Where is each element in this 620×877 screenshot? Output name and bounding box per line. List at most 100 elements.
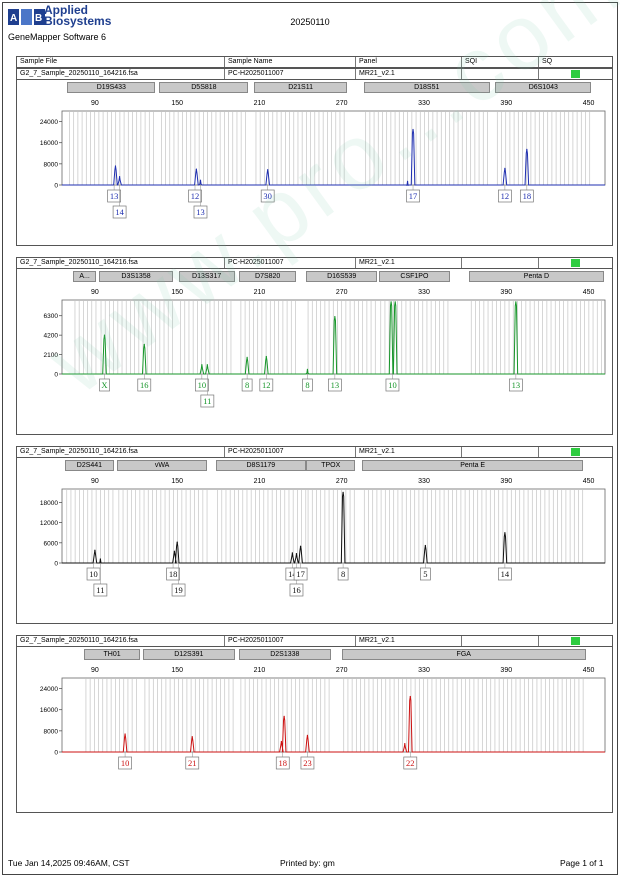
locus-marker[interactable]: CSF1PO [378, 271, 451, 282]
peak-apex [390, 301, 392, 303]
y-tick-label: 6300 [44, 313, 59, 320]
peak-apex [409, 695, 411, 698]
allele-call[interactable]: 23 [303, 758, 312, 768]
locus-marker[interactable]: D5S818 [159, 82, 249, 93]
brand-name: Applied Biosystems [44, 3, 111, 27]
allele-call[interactable]: 17 [296, 569, 305, 579]
sample-name: PC-H2025011007 [228, 637, 284, 644]
footer-printed-by: Printed by: gm [280, 858, 335, 868]
allele-label-box [166, 567, 180, 581]
allele-call[interactable]: 13 [110, 191, 119, 201]
allele-call[interactable]: 11 [203, 396, 211, 406]
allele-call[interactable]: 19 [174, 585, 183, 595]
locus-marker[interactable]: D3S1358 [99, 271, 174, 282]
allele-call[interactable]: 14 [501, 569, 510, 579]
locus-marker[interactable]: D13S317 [178, 271, 235, 282]
locus-marker[interactable]: Penta D [469, 271, 604, 282]
allele-call[interactable]: 18 [523, 191, 532, 201]
locus-marker[interactable]: FGA [341, 649, 586, 660]
peak-apex [124, 733, 126, 735]
peak-apex [291, 552, 293, 554]
sample-name: PC-H2025011007 [228, 448, 284, 455]
electropherogram-plot: 90 150 210 270 330 390 450 24000 16000 8000 0 13 14 1… [40, 100, 606, 219]
brand-line-1: Applied [44, 3, 88, 17]
allele-call[interactable]: 11 [96, 585, 104, 595]
locus-bar-row: D19S433 D5S818 D21S11 D18S51 D6S1043 [17, 82, 612, 94]
allele-call[interactable]: 13 [196, 207, 205, 217]
peak-apex [118, 175, 121, 178]
locus-marker[interactable]: D16S539 [306, 271, 378, 282]
allele-label-box [185, 756, 200, 770]
y-tick-label: 12000 [40, 520, 58, 527]
allele-call[interactable]: 30 [263, 191, 272, 201]
locus-marker[interactable]: D19S433 [67, 82, 156, 93]
peak-apex [342, 491, 344, 493]
allele-call[interactable]: 8 [305, 380, 309, 390]
peak-apex [99, 558, 101, 560]
allele-call[interactable]: 12 [262, 380, 271, 390]
panel-name: MR21_v2.1 [359, 259, 395, 266]
allele-call[interactable]: 5 [423, 569, 427, 579]
allele-call[interactable]: 12 [191, 191, 200, 201]
locus-marker[interactable]: D18S51 [363, 82, 490, 93]
allele-label-box [498, 567, 512, 581]
locus-marker[interactable]: TH01 [83, 649, 141, 660]
allele-call[interactable]: 13 [331, 380, 340, 390]
allele-call[interactable]: 10 [388, 380, 397, 390]
allele-call[interactable]: 16 [140, 380, 149, 390]
svg-text:B: B [35, 13, 42, 24]
x-tick-label: 210 [254, 667, 266, 674]
allele-call[interactable]: 21 [188, 758, 197, 768]
x-tick-label: 330 [418, 667, 430, 674]
locus-marker[interactable]: D8S1179 [215, 460, 307, 471]
allele-call[interactable]: 13 [512, 380, 521, 390]
panel-name: MR21_v2.1 [359, 637, 395, 644]
locus-marker[interactable]: vWA [116, 460, 208, 471]
electropherogram-plot: 90 150 210 270 330 390 450 24000 16000 8000 0 10 21 1… [40, 667, 606, 770]
allele-call[interactable]: 16 [292, 585, 301, 595]
allele-call[interactable]: 8 [341, 569, 345, 579]
allele-label-box [498, 189, 512, 203]
electropherogram-plot: 90 150 210 270 330 390 450 18000 12000 6000 0 10 11 1… [40, 478, 606, 597]
peak-apex [406, 180, 409, 182]
y-tick-label: 0 [54, 372, 58, 379]
locus-marker[interactable]: Penta E [362, 460, 584, 471]
allele-label-box [337, 567, 349, 581]
peak-apex [103, 334, 106, 336]
x-tick-label: 330 [418, 289, 430, 296]
allele-call[interactable]: 17 [409, 191, 418, 201]
locus-marker[interactable]: TPOX [306, 460, 356, 471]
locus-marker[interactable]: D7S820 [238, 271, 297, 282]
peak-apex [306, 734, 309, 736]
locus-marker[interactable]: D2S1338 [238, 649, 331, 660]
locus-bar-row: D2S441 vWA D8S1179 TPOX Penta E [17, 460, 612, 472]
locus-marker[interactable]: A... [72, 271, 97, 282]
peak-apex [515, 301, 517, 303]
peak-apex [504, 532, 506, 534]
peak-apex [334, 316, 336, 318]
allele-call[interactable]: 8 [245, 380, 249, 390]
locus-marker[interactable]: D2S441 [64, 460, 115, 471]
sample-panel: G2_7_Sample_20250110_164216.fsa PC-H20250… [16, 257, 613, 435]
y-tick-label: 16000 [40, 707, 58, 714]
peak-apex [173, 550, 176, 552]
peak-apex [280, 740, 282, 743]
locus-marker[interactable]: D12S391 [142, 649, 235, 660]
allele-call[interactable]: 22 [406, 758, 415, 768]
allele-call[interactable]: 12 [501, 191, 510, 201]
allele-call[interactable]: 18 [169, 569, 178, 579]
allele-call[interactable]: 10 [198, 380, 207, 390]
y-tick-label: 2100 [44, 352, 59, 359]
locus-marker[interactable]: D6S1043 [495, 82, 592, 93]
allele-call[interactable]: 10 [89, 569, 98, 579]
col-sq: SQ [542, 58, 553, 65]
allele-label-box [403, 756, 418, 770]
locus-bar-row: TH01 D12S391 D2S1338 FGA [17, 649, 612, 661]
locus-marker[interactable]: D21S11 [253, 82, 348, 93]
allele-call[interactable]: 14 [115, 207, 124, 217]
x-tick-label: 90 [91, 100, 99, 107]
allele-call[interactable]: X [101, 380, 107, 390]
allele-call[interactable]: 14 [288, 569, 297, 579]
allele-call[interactable]: 18 [279, 758, 288, 768]
allele-call[interactable]: 10 [121, 758, 130, 768]
